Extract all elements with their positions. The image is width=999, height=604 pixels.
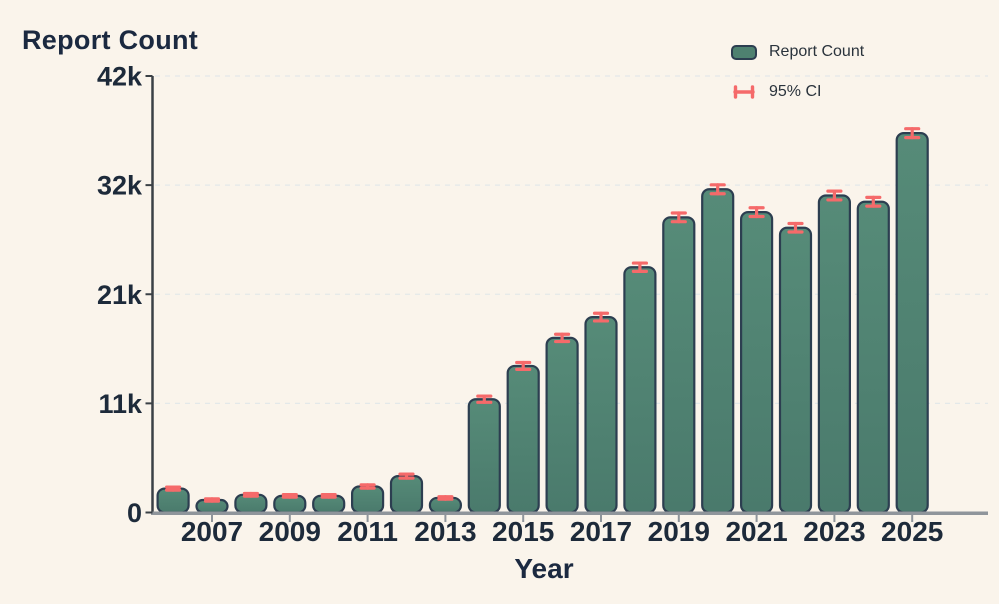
bar-2014 — [467, 398, 501, 514]
x-tick-label-2019: 2019 — [648, 516, 710, 547]
bar-2023 — [817, 194, 852, 514]
bar-series-swatch-icon — [731, 44, 757, 60]
bar-2022 — [778, 226, 813, 514]
bar-2017 — [584, 316, 618, 514]
bar-2015 — [506, 364, 540, 514]
bar-2021 — [739, 211, 774, 514]
chart-title: Report Count — [22, 25, 199, 55]
x-tick-label-2013: 2013 — [414, 516, 476, 547]
legend-item-ci: 95% CI — [731, 82, 864, 102]
bar-2006 — [156, 487, 190, 514]
y-tick-label-21k: 21k — [97, 280, 143, 310]
bar-2020 — [701, 188, 735, 514]
bar-2019 — [662, 216, 696, 514]
y-tick-label-32k: 32k — [97, 171, 143, 201]
legend: Report Count 95% CI — [731, 42, 864, 122]
x-tick-label-2007: 2007 — [181, 516, 243, 547]
legend-ci-label: 95% CI — [769, 83, 822, 100]
x-tick-label-2011: 2011 — [337, 516, 398, 547]
legend-item-report-count: Report Count — [731, 42, 864, 62]
y-tick-label-11k: 11k — [98, 389, 143, 419]
bar-2025 — [895, 132, 929, 514]
bar-2016 — [545, 336, 579, 514]
y-tick-label-0: 0 — [127, 498, 142, 528]
x-tick-label-2023: 2023 — [803, 516, 865, 547]
x-tick-label-2017: 2017 — [570, 516, 632, 547]
y-tick-label-42k: 42k — [97, 62, 143, 92]
error-bar-icon — [733, 85, 755, 99]
x-tick-label-2009: 2009 — [259, 516, 321, 547]
x-tick-label-2021: 2021 — [725, 516, 787, 547]
bar-2024 — [856, 200, 890, 514]
x-tick-label-2025: 2025 — [881, 516, 943, 547]
x-tick-label-2015: 2015 — [492, 516, 554, 547]
bar-2018 — [623, 266, 657, 514]
bar-2012 — [389, 475, 424, 514]
legend-series-label: Report Count — [769, 43, 865, 60]
x-axis-title: Year — [514, 553, 574, 584]
bar-2011 — [351, 485, 385, 514]
